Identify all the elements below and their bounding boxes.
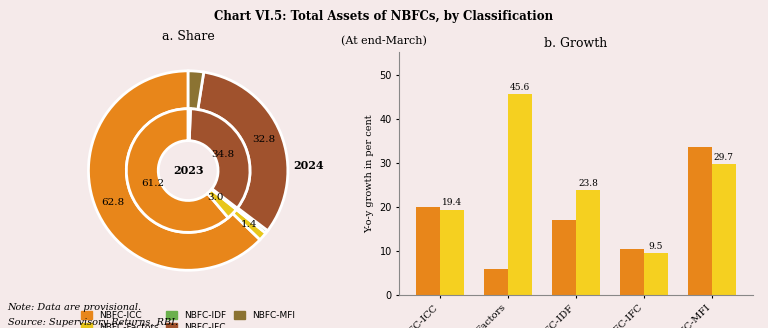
Bar: [712, 164, 736, 295]
Bar: [485, 269, 508, 295]
Bar: [576, 190, 600, 295]
Text: Chart VI.5: Total Assets of NBFCs, by Classification: Chart VI.5: Total Assets of NBFCs, by Cl…: [214, 10, 554, 23]
Wedge shape: [207, 189, 237, 218]
Text: 62.8: 62.8: [101, 198, 124, 207]
Text: 23.8: 23.8: [578, 179, 598, 188]
Wedge shape: [188, 109, 190, 141]
Wedge shape: [189, 109, 250, 208]
Bar: [552, 220, 576, 295]
Wedge shape: [237, 208, 268, 233]
Text: 9.5: 9.5: [649, 242, 663, 251]
Y-axis label: Y-o-y growth in per cent: Y-o-y growth in per cent: [365, 114, 374, 233]
Text: Note: Data are provisional.: Note: Data are provisional.: [8, 303, 142, 312]
Wedge shape: [233, 209, 266, 240]
Wedge shape: [198, 72, 288, 231]
Bar: [688, 147, 712, 295]
Bar: [440, 210, 464, 295]
Bar: [621, 249, 644, 295]
Text: 19.4: 19.4: [442, 198, 462, 207]
Title: b. Growth: b. Growth: [545, 37, 607, 50]
Text: 45.6: 45.6: [510, 83, 530, 92]
Wedge shape: [88, 71, 260, 270]
Wedge shape: [127, 109, 228, 232]
Text: (At end-March): (At end-March): [341, 36, 427, 46]
Text: 32.8: 32.8: [253, 135, 276, 144]
Bar: [508, 94, 531, 295]
Legend: NBFC-ICC, NBFC-Factors, NBFC-IDF, NBFC-IFC, NBFC-MFI: NBFC-ICC, NBFC-Factors, NBFC-IDF, NBFC-I…: [78, 308, 299, 328]
Text: 34.8: 34.8: [211, 150, 234, 159]
Text: 1.4: 1.4: [241, 220, 258, 229]
Bar: [644, 253, 667, 295]
Text: 2024: 2024: [293, 160, 323, 171]
Title: a. Share: a. Share: [162, 31, 214, 43]
Text: 2023: 2023: [173, 165, 204, 176]
Text: 61.2: 61.2: [141, 179, 164, 188]
Wedge shape: [188, 71, 204, 110]
Text: 3.0: 3.0: [207, 193, 223, 201]
Bar: [416, 207, 440, 295]
Text: Source: Supervisory Returns, RBI.: Source: Supervisory Returns, RBI.: [8, 318, 178, 327]
Text: 29.7: 29.7: [713, 153, 733, 162]
Wedge shape: [211, 189, 237, 209]
